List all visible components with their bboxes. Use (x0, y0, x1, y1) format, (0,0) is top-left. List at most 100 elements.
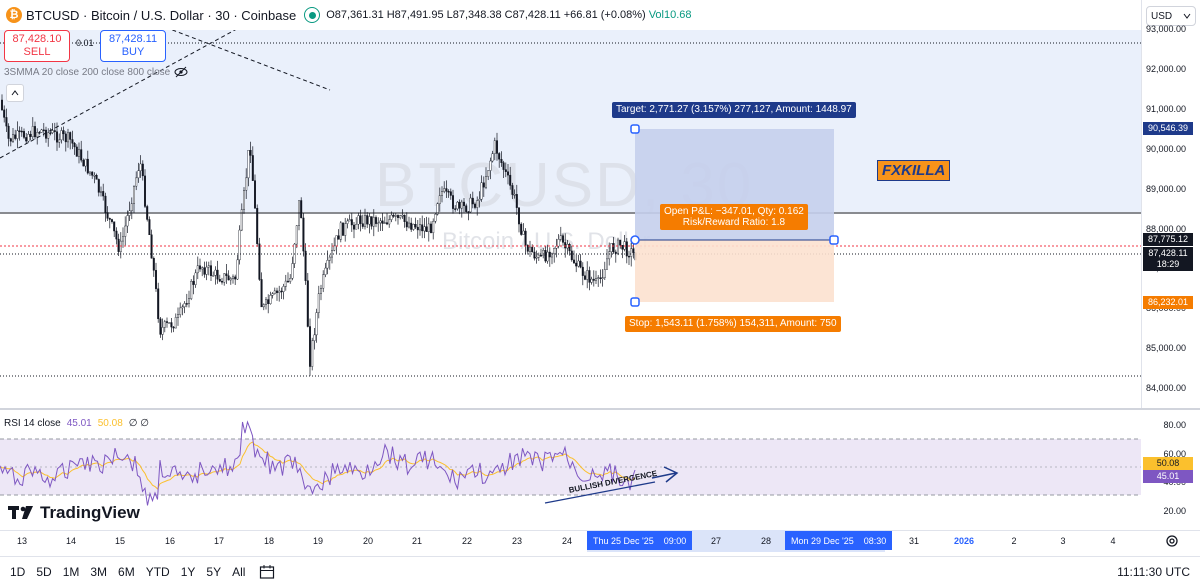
candle-body (198, 265, 201, 270)
candle-body (544, 249, 547, 262)
timeframe-1m[interactable]: 1M (62, 564, 80, 579)
rsi-extra: ∅ ∅ (128, 418, 149, 429)
candle-body (326, 260, 329, 269)
candle-body (386, 222, 389, 225)
candle-body (553, 248, 556, 255)
chevron-down-icon (1183, 13, 1191, 19)
goto-date-icon[interactable] (259, 564, 275, 580)
ohlc-change: +66.81 (+0.08%) (563, 9, 646, 21)
candle-body (269, 295, 272, 305)
candle-body (31, 126, 34, 137)
timeframe-1y[interactable]: 1Y (180, 564, 196, 579)
price-axis[interactable]: USD (1141, 0, 1200, 408)
candle-body (192, 281, 195, 285)
candle-body (390, 214, 393, 220)
buy-button[interactable]: 87,428.11 BUY (100, 30, 166, 62)
candle-body (282, 286, 285, 292)
settings-gear-icon[interactable] (1165, 534, 1179, 553)
candle-body (42, 129, 45, 132)
candle-body (573, 259, 576, 264)
candle-body (458, 201, 461, 209)
candle-body (14, 134, 17, 139)
candle-body (58, 139, 61, 143)
currency-select[interactable]: USD (1146, 6, 1196, 26)
candle-body (372, 217, 375, 227)
candle-body (564, 242, 567, 249)
candle-body (201, 267, 204, 270)
eye-hidden-icon[interactable] (174, 66, 188, 78)
candle-body (617, 239, 620, 254)
candle-body (441, 191, 444, 196)
candle-body (364, 215, 367, 227)
candle-body (302, 217, 305, 252)
utc-clock[interactable]: 11:11:30 UTC (1117, 564, 1190, 579)
sell-button[interactable]: 87,428.10 SELL (4, 30, 70, 62)
candle-body (25, 137, 28, 142)
target-price-tag: 90,546.39 (1143, 122, 1193, 135)
candle-body (29, 134, 32, 137)
target-handle (630, 124, 640, 134)
timeframe-6m[interactable]: 6M (118, 564, 135, 579)
time-label: 23 (511, 536, 523, 546)
candle-body (165, 321, 168, 323)
entry-end-handle (829, 235, 839, 245)
candle-body (608, 251, 611, 260)
timeframe-buttons: 1D 5D 1M 3M 6M YTD 1Y 5Y All (10, 565, 245, 579)
timeframe-all[interactable]: All (232, 564, 246, 579)
price-chart[interactable] (0, 30, 1141, 408)
candle-body (562, 235, 565, 243)
candle-body (445, 188, 448, 192)
time-label: 21 (411, 536, 423, 546)
timeframe-1d[interactable]: 1D (10, 564, 26, 579)
candle-body (535, 257, 538, 259)
buy-label: BUY (121, 46, 145, 58)
stop-handle (630, 297, 640, 307)
arrow-icon (651, 466, 679, 483)
market-open-icon[interactable] (304, 7, 321, 23)
rsi-pane[interactable]: RSI 14 close 45.01 50.08 ∅ ∅ BULLISH DIV… (0, 410, 1141, 530)
candle-body (496, 140, 499, 154)
time-label: 22 (461, 536, 473, 546)
candle-body (287, 280, 290, 283)
time-label: 13 (16, 536, 28, 546)
timeframe-5d[interactable]: 5D (36, 564, 52, 579)
candle-body (183, 303, 186, 308)
candle-body (522, 230, 525, 235)
candle-body (238, 229, 241, 261)
candle-body (38, 132, 41, 134)
candle-body (209, 265, 212, 276)
candle-body (229, 278, 232, 281)
time-label: 2 (1011, 536, 1017, 546)
candle-body (69, 132, 72, 140)
candle-body (249, 150, 252, 156)
candle-body (432, 221, 435, 233)
candle-body (469, 197, 472, 213)
candle-body (498, 153, 501, 160)
candle-body (124, 225, 127, 237)
candle-body (73, 143, 76, 148)
candle-body (45, 129, 48, 139)
candle-body (214, 269, 217, 276)
candle-body (20, 130, 23, 133)
pane-separator[interactable] (0, 408, 1200, 410)
timeframe-3m[interactable]: 3M (90, 564, 108, 579)
price-tick: 84,000.00 (1145, 383, 1186, 394)
price-tick: 90,000.00 (1145, 143, 1186, 154)
timeframe-ytd[interactable]: YTD (145, 564, 170, 579)
symbol-title[interactable]: BTCUSD · Bitcoin / U.S. Dollar · 30 · Co… (26, 7, 297, 23)
candle-body (456, 201, 459, 210)
candle-body (586, 270, 589, 280)
chart-pane[interactable] (0, 30, 1141, 408)
candle-body (403, 214, 406, 222)
candle-body (342, 222, 345, 236)
last-price-value: 87,428.11 (1148, 248, 1188, 258)
rsi-legend[interactable]: RSI 14 close 45.01 50.08 ∅ ∅ (4, 418, 149, 429)
candle-body (258, 243, 261, 280)
candle-body (295, 225, 298, 245)
candle-body (242, 190, 245, 210)
collapse-chevron-icon[interactable] (6, 84, 24, 102)
candle-body (265, 299, 268, 305)
indicator-legend[interactable]: 3SMMA 20 close 200 close 800 close (4, 66, 188, 78)
timeframe-5y[interactable]: 5Y (206, 564, 222, 579)
candle-body (267, 299, 270, 305)
